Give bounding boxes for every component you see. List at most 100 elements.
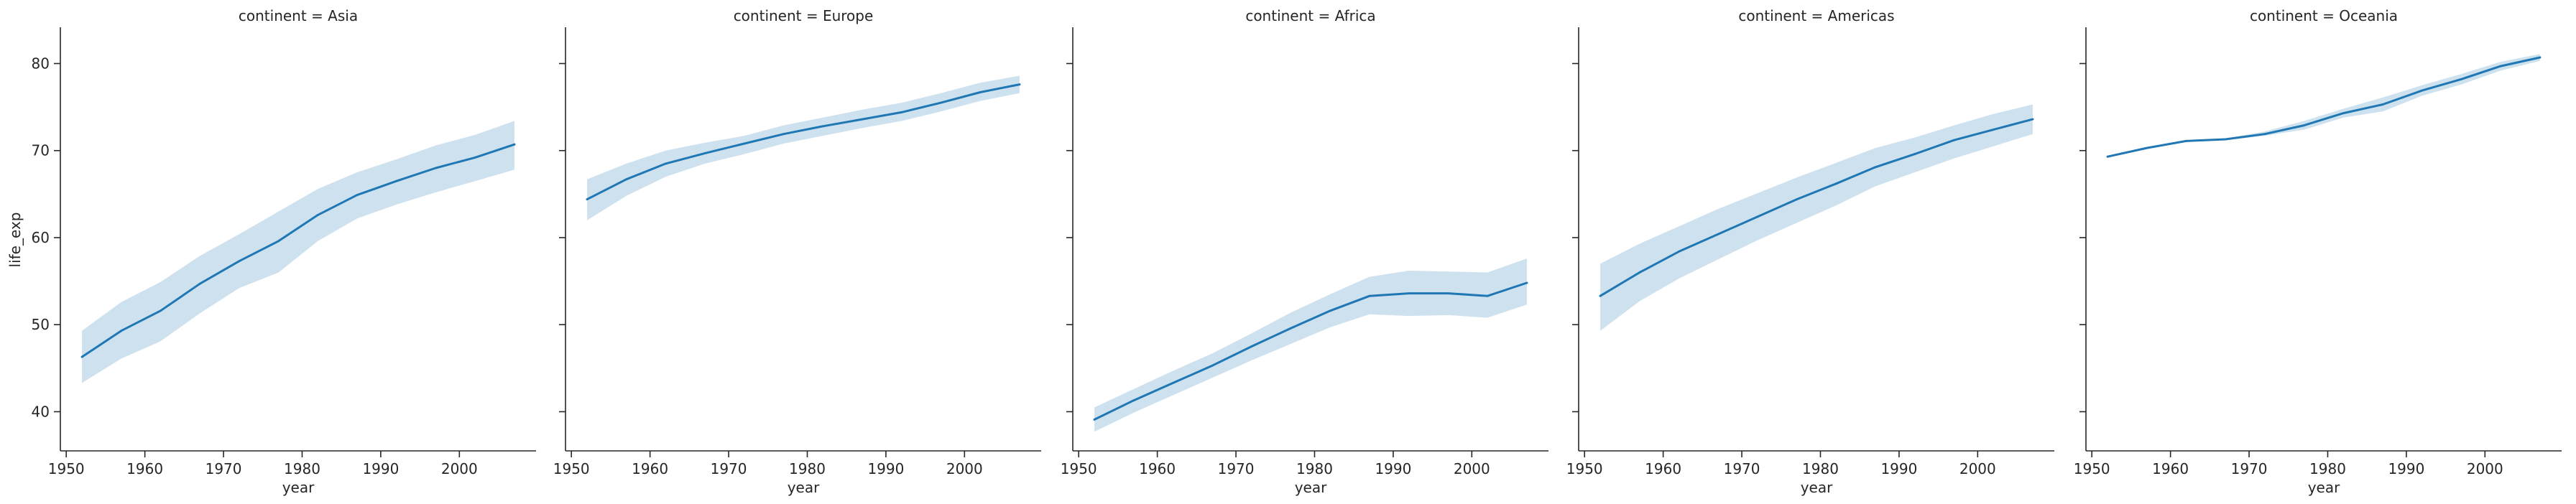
data-point (277, 240, 280, 243)
x-tick-label: 2000 (1454, 460, 1490, 477)
confidence-band (2108, 54, 2540, 158)
y-tick-label: 40 (32, 403, 50, 420)
data-point (1796, 198, 1799, 200)
data-point (1368, 294, 1371, 297)
data-point (2342, 112, 2345, 115)
y-axis-label: life_exp (6, 213, 24, 268)
data-point (435, 167, 437, 169)
x-tick-label: 1990 (1880, 460, 1917, 477)
data-point (625, 178, 628, 181)
data-point (861, 118, 864, 121)
data-point (1329, 309, 1331, 312)
x-tick-label: 2000 (441, 460, 478, 477)
x-tick-label: 1970 (206, 460, 242, 477)
x-tick-label: 2000 (946, 460, 983, 477)
data-point (1211, 364, 1214, 367)
x-tick-label: 1990 (1375, 460, 1411, 477)
x-tick-label: 1950 (2074, 460, 2110, 477)
facet-panel-5: 1950 1960 1970 1980 1990 2000 continent = Ocea… (2074, 7, 2562, 496)
data-point (979, 91, 982, 93)
x-tick-label: 1960 (2152, 460, 2189, 477)
data-point (1678, 251, 1680, 253)
data-point (1913, 153, 1916, 156)
data-point (1638, 271, 1641, 274)
confidence-band (82, 121, 514, 383)
series-line (1093, 281, 1528, 421)
data-point (703, 152, 706, 154)
confidence-band (1094, 258, 1527, 432)
data-point (1953, 139, 1955, 141)
data-point (2146, 146, 2148, 149)
data-point (2185, 140, 2187, 142)
data-point (2031, 118, 2034, 121)
x-tick-label: 1960 (1139, 460, 1176, 477)
x-tick-label: 1970 (1724, 460, 1760, 477)
data-point (940, 101, 942, 104)
panel-title: continent = Asia (239, 7, 358, 24)
x-tick-label: 1950 (48, 460, 85, 477)
data-point (395, 179, 398, 182)
data-point (1717, 233, 1719, 235)
x-tick-label: 1950 (1061, 460, 1097, 477)
x-tick-label: 1980 (1296, 460, 1333, 477)
x-axis-label: year (282, 479, 315, 496)
data-point (1835, 182, 1837, 185)
data-point (160, 309, 162, 312)
confidence-band (587, 75, 1020, 220)
x-tick-label: 1960 (126, 460, 163, 477)
data-point (1018, 83, 1021, 85)
x-axis-label: year (1295, 479, 1327, 496)
data-point (1290, 327, 1292, 330)
data-point (900, 111, 903, 113)
data-point (783, 133, 785, 136)
data-point (822, 125, 824, 128)
x-tick-label: 1950 (1566, 460, 1603, 477)
data-point (2499, 65, 2502, 67)
data-point (2224, 138, 2227, 141)
x-tick-label: 1990 (2388, 460, 2424, 477)
panel-title: continent = Americas (1738, 7, 1894, 24)
x-tick-label: 1980 (2309, 460, 2346, 477)
data-point (1250, 345, 1253, 347)
facet-panel-4: 1950 1960 1970 1980 1990 2000 continent = Amer… (1566, 7, 2054, 496)
data-point (198, 282, 201, 285)
series-line (586, 83, 1021, 201)
data-point (2263, 133, 2266, 136)
data-point (1172, 382, 1174, 384)
data-point (317, 214, 319, 216)
x-axis-label: year (2308, 479, 2340, 496)
data-point (80, 355, 83, 358)
data-point (2106, 155, 2109, 158)
data-point (1132, 399, 1135, 402)
x-axis-label: year (788, 479, 820, 496)
data-point (1525, 281, 1528, 284)
data-point (1599, 294, 1602, 297)
panel-title: continent = Oceania (2250, 7, 2398, 24)
y-tick-label: 50 (32, 316, 50, 333)
x-tick-label: 1970 (711, 460, 747, 477)
data-point (2421, 89, 2424, 92)
data-point (1408, 292, 1411, 294)
data-point (1093, 419, 1096, 421)
data-point (1486, 294, 1489, 297)
data-point (513, 143, 516, 146)
data-point (474, 157, 476, 159)
x-tick-label: 2000 (2467, 460, 2503, 477)
x-tick-label: 1970 (2231, 460, 2268, 477)
data-point (356, 194, 359, 196)
x-tick-label: 1960 (1645, 460, 1681, 477)
x-tick-label: 1950 (553, 460, 590, 477)
confidence-band (1600, 104, 2033, 331)
data-point (2303, 124, 2306, 127)
x-tick-label: 1980 (789, 460, 826, 477)
data-point (120, 330, 123, 332)
x-tick-label: 1990 (867, 460, 904, 477)
x-tick-label: 1990 (362, 460, 399, 477)
data-point (238, 260, 241, 263)
x-tick-label: 1980 (1802, 460, 1839, 477)
x-tick-label: 1980 (284, 460, 320, 477)
series-line (1599, 118, 2034, 297)
x-tick-label: 1960 (632, 460, 668, 477)
x-axis-label: year (1801, 479, 1833, 496)
data-point (1447, 292, 1449, 294)
